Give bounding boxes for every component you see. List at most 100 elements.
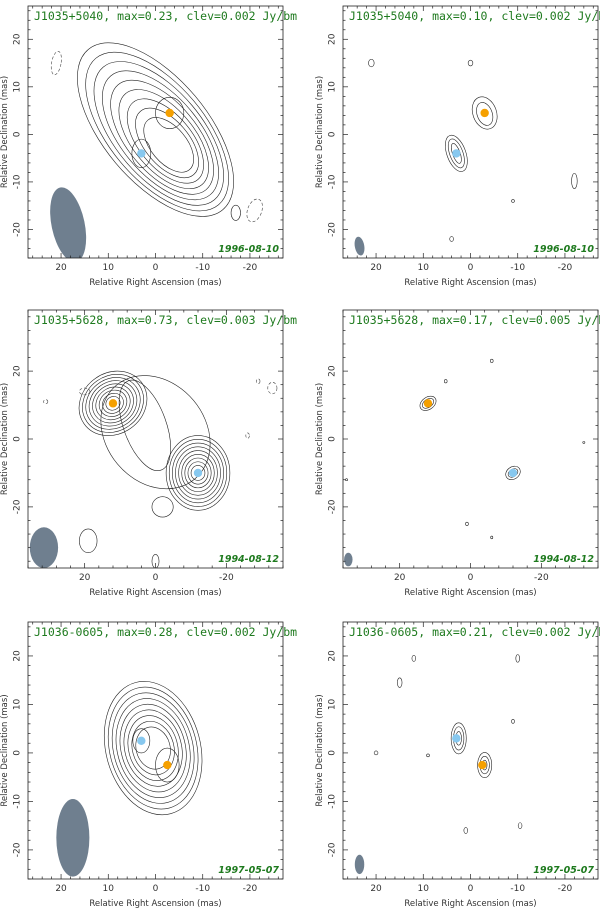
contour-layer <box>56 681 203 877</box>
beam-ellipse <box>344 552 353 567</box>
y-tick-label: 20 <box>328 650 338 662</box>
negative-contour <box>50 51 62 76</box>
contour-level <box>178 450 218 496</box>
panel-5: 20 10 0 -10 -20 20 10 0 -10 -20 Relative Right Asc… <box>0 621 297 909</box>
axis-ticks <box>28 6 283 259</box>
x-tick-label: -10 <box>510 263 525 273</box>
negative-contour <box>267 382 278 395</box>
contour-level <box>165 435 231 511</box>
contour-level <box>373 750 379 756</box>
contour-level <box>511 199 515 203</box>
component-orange-marker <box>163 760 172 770</box>
x-axis-label: Relative Right Ascension (mas) <box>404 588 536 598</box>
component-orange-marker <box>108 399 118 408</box>
y-tick-label: 0 <box>328 436 338 442</box>
x-tick-label: -10 <box>195 884 210 894</box>
observation-date: 1996-08-10 <box>218 244 279 255</box>
x-tick-label: -20 <box>219 573 234 583</box>
contour-level <box>172 442 224 504</box>
panel-title: J1035+5628, max=0.17, clev=0.005 Jy/bm <box>349 313 600 327</box>
x-tick-label: -20 <box>558 263 573 273</box>
y-axis-label: Relative Declination (mas) <box>0 383 10 495</box>
x-tick-label: 0 <box>468 263 474 273</box>
y-tick-label: -20 <box>13 499 23 514</box>
x-axis-label: Relative Right Ascension (mas) <box>89 278 221 288</box>
axis-ticks <box>343 6 598 259</box>
x-tick-label: 20 <box>394 573 406 583</box>
contour-level <box>93 61 224 206</box>
observation-date: 1996-08-10 <box>533 244 594 255</box>
x-tick-label: -10 <box>195 263 210 273</box>
y-tick-label: 20 <box>328 365 338 377</box>
panel-title: J1036-0605, max=0.28, clev=0.002 Jy/bm <box>34 625 297 639</box>
contour-level <box>368 58 375 68</box>
y-tick-label: 10 <box>13 81 23 93</box>
x-tick-label: 20 <box>55 884 67 894</box>
contour-layer <box>354 58 578 256</box>
contour-level <box>168 439 228 507</box>
panel-title: J1036-0605, max=0.21, clev=0.002 Jy/bm <box>349 625 600 639</box>
contour-level <box>465 521 469 526</box>
y-tick-label: 0 <box>328 750 338 756</box>
contour-level <box>143 117 194 173</box>
contour-level <box>111 692 195 804</box>
negative-contour <box>246 198 263 223</box>
x-axis-label: Relative Right Ascension (mas) <box>404 278 536 288</box>
contour-level <box>181 453 215 492</box>
contour-level <box>582 441 586 444</box>
contour-layer <box>354 654 523 875</box>
contour-level <box>230 204 241 221</box>
y-tick-label: 0 <box>13 131 23 137</box>
y-tick-label: 10 <box>328 81 338 93</box>
contour-level <box>118 379 171 471</box>
contour-level <box>397 677 403 688</box>
contour-level <box>85 51 229 212</box>
contour-level <box>119 703 187 793</box>
y-tick-label: 10 <box>328 698 338 710</box>
contour-level <box>445 134 468 172</box>
plot-frame <box>342 621 599 880</box>
contour-level <box>490 535 494 540</box>
observation-date: 1997-05-07 <box>533 865 594 876</box>
panel-4: 20 0 -20 20 0 -20 Relative Right Ascension (ma… <box>315 309 600 598</box>
y-axis-label: Relative Declination (mas) <box>315 76 325 188</box>
component-orange-marker <box>478 760 487 770</box>
component-blue-marker <box>452 149 461 158</box>
contour-level <box>131 138 152 168</box>
contour-level <box>101 70 219 201</box>
contour-level <box>515 654 520 663</box>
y-tick-label: -20 <box>13 842 23 857</box>
contour-level <box>151 496 174 518</box>
contour-level <box>517 822 523 829</box>
contour-level <box>78 370 148 436</box>
contour-layer <box>29 370 278 568</box>
contour-level <box>123 709 183 787</box>
contour-level <box>477 752 493 778</box>
y-tick-label: -10 <box>13 174 23 189</box>
x-tick-label: 10 <box>418 884 430 894</box>
contour-level <box>175 446 221 500</box>
contour-level <box>77 42 234 217</box>
contour-level <box>505 465 521 480</box>
contour-level <box>118 89 209 190</box>
component-orange-marker <box>423 399 433 408</box>
x-tick-label: 10 <box>103 263 115 273</box>
contour-level <box>511 719 515 724</box>
beam-ellipse <box>29 527 59 568</box>
x-tick-label: 20 <box>55 263 67 273</box>
contour-level <box>110 79 214 195</box>
panel-title: J1035+5040, max=0.23, clev=0.002 Jy/bm <box>34 9 297 23</box>
negative-contour <box>245 432 250 439</box>
contour-level <box>184 457 212 489</box>
contour-layer <box>344 358 586 567</box>
component-orange-marker <box>165 108 174 118</box>
contour-level <box>98 389 128 417</box>
x-tick-label: 20 <box>370 263 382 273</box>
x-tick-label: -20 <box>243 263 258 273</box>
y-tick-label: 20 <box>13 650 23 662</box>
beam-ellipse <box>354 854 365 875</box>
contour-level <box>100 375 211 490</box>
contour-level <box>419 395 437 411</box>
observation-date: 1997-05-07 <box>218 865 279 876</box>
contour-level <box>103 681 203 816</box>
